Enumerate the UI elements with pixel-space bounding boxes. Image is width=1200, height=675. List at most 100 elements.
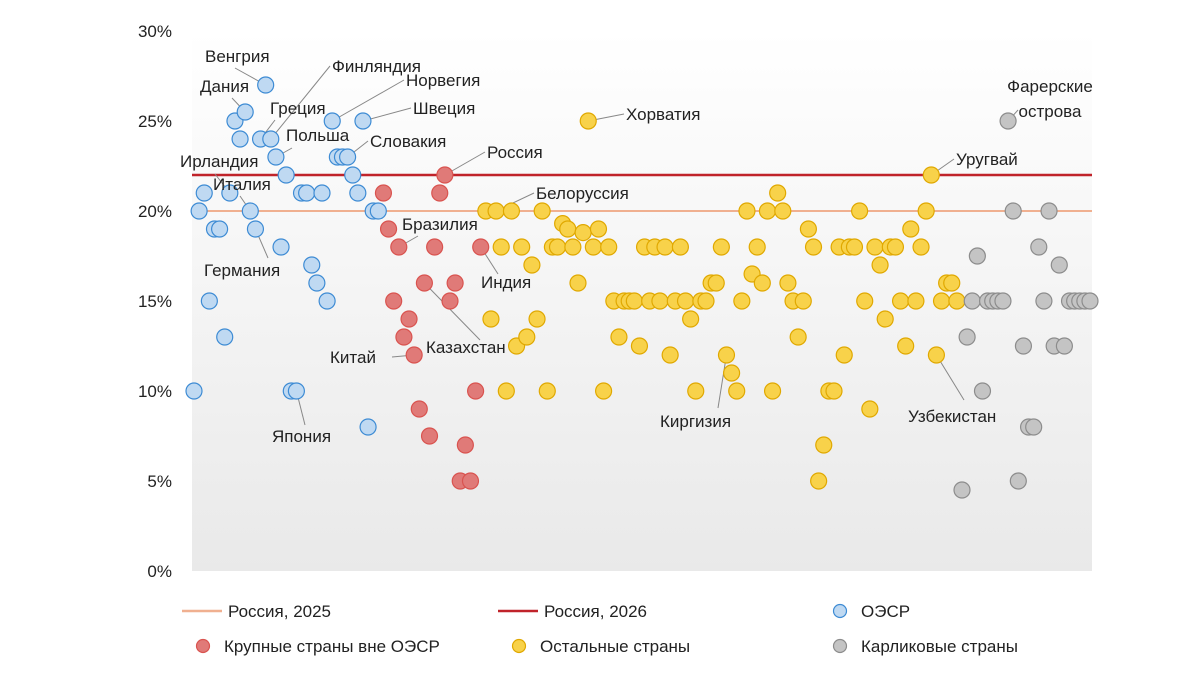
data-point: [835, 346, 853, 364]
annotation-leader: [935, 354, 965, 401]
data-point: [1055, 337, 1074, 355]
data-point: [917, 202, 935, 220]
data-point: [671, 238, 690, 256]
data-point: [467, 382, 485, 400]
data-point: [774, 202, 792, 220]
data-point: [482, 310, 500, 328]
data-point: [907, 292, 925, 310]
data-point: [600, 238, 618, 256]
data-point: [354, 112, 372, 130]
data-point: [810, 472, 828, 490]
data-point: [630, 337, 649, 355]
data-point: [866, 238, 884, 256]
legend-label: ОЭСР: [861, 602, 910, 621]
data-points: [185, 76, 1099, 499]
legend: Россия, 2025 Россия, 2026 ОЭСР Крупные стра…: [182, 602, 1018, 656]
y-tick-label: 15%: [138, 292, 172, 311]
annotation-leader: [717, 354, 727, 409]
legend-label: Остальные страны: [540, 637, 690, 656]
data-point: [420, 427, 439, 445]
data-point: [374, 184, 393, 202]
annotation-label: Казахстан: [426, 338, 506, 357]
data-point: [497, 382, 515, 400]
annotation-label: Индия: [481, 273, 531, 292]
data-point: [257, 76, 275, 94]
y-tick-label: 25%: [138, 112, 172, 131]
data-point: [804, 238, 823, 256]
data-point: [815, 436, 833, 454]
data-point: [994, 292, 1012, 310]
legend-item: Остальные страны: [511, 637, 690, 656]
data-point: [943, 274, 961, 292]
data-point: [410, 400, 428, 418]
annotation-label: Польша: [286, 126, 350, 145]
data-point: [277, 166, 295, 184]
data-point: [185, 382, 203, 400]
annotation-label: Италия: [213, 175, 271, 194]
data-point: [569, 274, 587, 292]
data-point: [968, 247, 986, 265]
annotation-label: Фарерские острова: [1007, 77, 1093, 121]
data-point: [559, 220, 577, 238]
data-point: [753, 274, 771, 292]
data-point: [594, 382, 613, 400]
data-point: [298, 184, 316, 202]
data-point: [487, 202, 505, 220]
data-point: [405, 346, 423, 364]
data-point: [308, 274, 326, 292]
data-point: [339, 148, 357, 166]
legend-swatch-marker: [832, 603, 848, 619]
data-point: [748, 238, 766, 256]
data-point: [728, 382, 746, 400]
data-point: [712, 238, 730, 256]
y-tick-label: 10%: [138, 382, 172, 401]
annotation-label: Узбекистан: [908, 407, 996, 426]
data-point: [390, 238, 408, 256]
legend-swatch-marker: [832, 638, 848, 654]
data-point: [564, 238, 582, 256]
data-point: [579, 112, 597, 130]
data-point: [856, 292, 874, 310]
annotation-label: Белоруссия: [536, 184, 629, 203]
annotation-label: Япония: [272, 427, 331, 446]
annotation-label: Бразилия: [402, 215, 478, 234]
data-point: [758, 202, 777, 220]
annotation-label: Норвегия: [406, 71, 480, 90]
data-point: [518, 328, 536, 346]
annotation-label: Швеция: [413, 99, 475, 118]
data-point: [1050, 256, 1068, 274]
legend-item: Крупные страны вне ОЭСР: [195, 637, 440, 656]
legend-item: Россия, 2025: [182, 602, 331, 621]
data-point: [963, 292, 981, 310]
data-point: [195, 184, 213, 202]
annotation-label: Уругвай: [956, 150, 1018, 169]
data-point: [738, 202, 756, 220]
data-point: [446, 274, 464, 292]
data-point: [574, 224, 592, 242]
data-point: [1081, 292, 1099, 310]
legend-swatch-marker: [195, 638, 211, 654]
data-point: [216, 328, 234, 346]
data-point: [379, 220, 398, 238]
data-point: [441, 292, 459, 310]
data-point: [799, 220, 818, 238]
data-point: [502, 202, 521, 220]
data-point: [973, 382, 992, 400]
data-point: [687, 382, 705, 400]
data-point: [538, 382, 556, 400]
annotation-leader: [270, 65, 331, 140]
y-tick-label: 20%: [138, 202, 172, 221]
data-point: [472, 238, 490, 256]
data-point: [676, 292, 695, 310]
data-point: [958, 328, 976, 346]
data-point: [1009, 472, 1027, 490]
data-point: [769, 184, 787, 202]
data-point: [528, 310, 546, 328]
data-point: [200, 292, 218, 310]
data-point: [246, 220, 265, 238]
data-point: [431, 184, 449, 202]
data-point: [661, 346, 679, 364]
data-point: [763, 382, 782, 400]
data-point: [318, 292, 336, 310]
